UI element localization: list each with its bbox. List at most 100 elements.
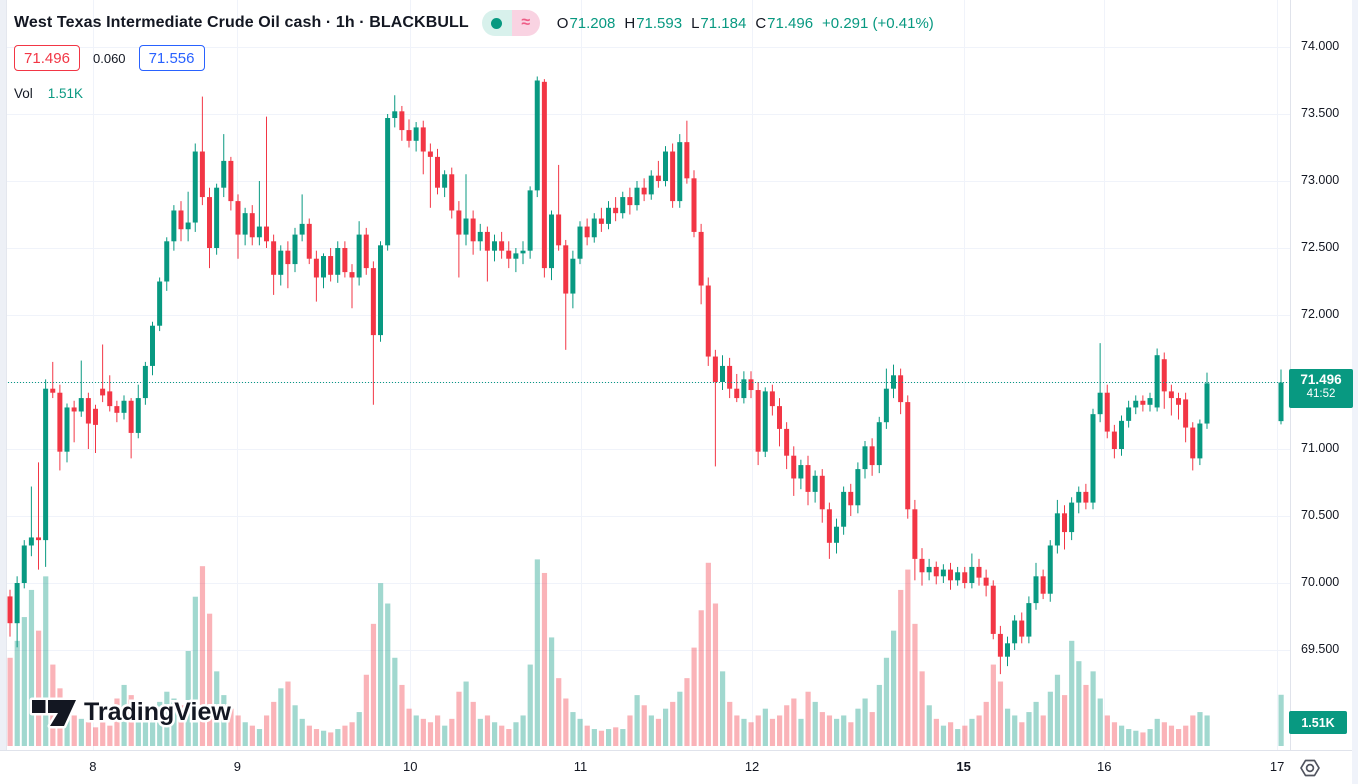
volume-bar	[606, 729, 612, 746]
candle-body	[891, 375, 896, 389]
volume-bar	[705, 562, 711, 746]
candle-body	[976, 566, 982, 578]
candle-body	[762, 391, 768, 452]
volume-bar	[926, 705, 932, 746]
time-tick-label: 16	[1097, 759, 1112, 774]
candle-body	[720, 365, 725, 382]
volume-bar	[278, 688, 284, 746]
volume-bar	[520, 715, 526, 746]
volume-bar	[940, 725, 947, 746]
volume-bar	[948, 722, 954, 746]
candle-body	[919, 558, 925, 573]
volume-bar	[420, 718, 426, 746]
sell-bid-button[interactable]: 71.496	[14, 45, 80, 71]
symbol-title[interactable]: West Texas Intermediate Crude Oil cash ·…	[14, 14, 469, 31]
volume-bar	[784, 705, 790, 746]
volume-bar	[1154, 718, 1160, 746]
candle-body	[278, 250, 284, 275]
candle-body	[1140, 400, 1146, 405]
volume-bar	[563, 698, 569, 746]
candle-body	[142, 365, 148, 399]
scale-settings-icon[interactable]	[1296, 755, 1324, 781]
volume-bar	[271, 701, 277, 746]
candle-body	[78, 398, 84, 412]
candle-body	[107, 391, 113, 407]
candle-body	[1062, 513, 1067, 533]
volume-bar	[21, 617, 27, 746]
candle-body	[399, 111, 405, 131]
volume-bar	[1012, 715, 1018, 746]
candle-body	[1183, 399, 1189, 428]
volume-bar	[798, 718, 804, 746]
candle-body	[841, 491, 847, 527]
candle-body	[869, 446, 875, 466]
volume-bar	[598, 730, 605, 746]
candle-body	[420, 127, 426, 152]
candle-body	[812, 475, 818, 492]
volume-bar	[741, 718, 747, 746]
volume-bar	[335, 729, 341, 746]
candle-body	[727, 365, 733, 389]
volume-bar	[392, 657, 398, 746]
volume-bar	[221, 695, 227, 746]
candle-body	[157, 281, 163, 326]
volume-bar	[997, 681, 1004, 746]
candle-body	[1204, 383, 1210, 424]
candle-body	[834, 526, 839, 543]
candle-body	[385, 118, 391, 246]
candle-body	[1197, 423, 1203, 459]
candle-body	[121, 400, 127, 413]
candle-body	[50, 388, 56, 393]
candle-body	[563, 245, 569, 294]
candle-body	[1026, 603, 1032, 637]
volume-bar	[435, 715, 441, 746]
volume-bar	[855, 708, 861, 746]
volume-bar	[591, 729, 597, 746]
candle-body	[328, 256, 334, 275]
candle-body	[506, 250, 512, 259]
candle-body	[691, 178, 697, 232]
low-value: 71.184	[700, 14, 747, 32]
volume-bar	[142, 715, 149, 746]
volume-bar	[342, 725, 348, 746]
candle-body	[349, 272, 355, 278]
volume-bar	[484, 715, 491, 746]
candle-body	[356, 234, 362, 278]
volume-bar	[135, 708, 141, 746]
candle-body	[171, 210, 177, 242]
candle-body	[199, 151, 205, 198]
price-tick-label: 69.500	[1301, 642, 1340, 656]
candle-body	[435, 156, 440, 188]
candle-body	[150, 325, 155, 366]
candle-body	[798, 465, 804, 479]
candle-body	[1161, 359, 1167, 392]
candlestick-chart-canvas[interactable]	[0, 0, 1290, 750]
candle-body	[370, 268, 376, 336]
time-tick-label: 15	[956, 759, 971, 774]
symbol-status-pill[interactable]: ≈	[481, 10, 540, 36]
candle-body	[819, 475, 825, 510]
candle-body	[527, 190, 533, 251]
candle-body	[541, 81, 547, 269]
volume-bar	[406, 708, 412, 746]
candle-body	[1190, 427, 1196, 459]
volume-bar	[1062, 695, 1068, 746]
volume-bar	[150, 712, 156, 746]
volume-bar	[164, 691, 170, 746]
volume-bar	[1176, 729, 1182, 746]
volume-bar	[1140, 732, 1146, 746]
volume-bar	[712, 603, 719, 746]
volume-bar	[185, 651, 191, 746]
price-tick-label: 73.500	[1301, 106, 1340, 120]
time-scale[interactable]: 8 9 10 11 12 15 16 17	[0, 750, 1352, 784]
volume-bar	[328, 732, 334, 746]
volume-bar	[727, 701, 733, 746]
buy-ask-button[interactable]: 71.556	[138, 45, 205, 71]
volume-bar	[178, 705, 184, 746]
candle-body	[769, 391, 775, 407]
volume-bar	[1097, 698, 1103, 746]
volume-bar	[207, 613, 213, 746]
candle-body	[848, 491, 854, 506]
volume-bar	[962, 725, 968, 746]
volume-bar	[442, 725, 448, 746]
